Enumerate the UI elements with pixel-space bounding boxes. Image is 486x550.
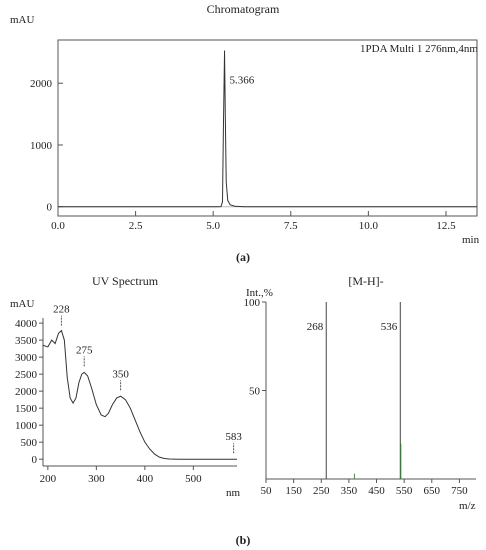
- mass-spectrum-x-tick-label: 450: [368, 485, 385, 497]
- uv-spectrum-x-tick-label: 300: [88, 473, 105, 485]
- uv-spectrum-x-tick-label: 500: [185, 473, 202, 485]
- uv-spectrum-peak-label: 228: [53, 304, 70, 316]
- chromatogram-y-tick-label: 0: [47, 202, 53, 214]
- chromatogram-data: 5.366: [58, 50, 477, 208]
- uv-spectrum-x-axis-label: nm: [226, 487, 241, 499]
- uv-spectrum-peak-label: 583: [225, 431, 242, 443]
- chromatogram-y-tick-label: 2000: [30, 78, 53, 90]
- chromatogram-x-tick-label: 7.5: [284, 220, 298, 232]
- uv-spectrum-peak-label: 275: [76, 344, 93, 356]
- mass-spectrum-x-tick-label: 50: [261, 485, 273, 497]
- mass-spectrum-x-tick-label: 550: [396, 485, 413, 497]
- uv-spectrum-y-tick-label: 1500: [15, 403, 38, 415]
- mass-spectrum-x-tick-label: 350: [341, 485, 358, 497]
- uv-spectrum-y-tick-label: 3000: [15, 352, 38, 364]
- mass-spectrum-data: 268 536: [307, 302, 402, 479]
- uv-spectrum-y-tick-label: 4000: [15, 318, 38, 330]
- chromatogram-title: Chromatogram: [207, 2, 280, 16]
- uv-spectrum-y-tick-label: 500: [21, 437, 38, 449]
- chromatogram-x-tick-label: 12.5: [436, 220, 456, 232]
- chromatogram-y-axis-label: mAU: [10, 14, 35, 26]
- chromatogram-trace: [58, 50, 477, 208]
- mass-spectrum-x-tick-label: 250: [313, 485, 330, 497]
- chromatogram-x-tick-label: 5.0: [206, 220, 220, 232]
- mass-spectrum-axes: 50 150 250 350 450 550 650 750 50 100: [244, 297, 476, 497]
- uv-spectrum-trace: [42, 329, 237, 460]
- mass-spectrum-x-tick-label: 750: [451, 485, 468, 497]
- chromatogram-peak-label: 5.366: [230, 74, 255, 86]
- mass-spectrum-y-axis-label: Int.,%: [246, 287, 273, 299]
- uv-spectrum-y-axis-label: mAU: [10, 298, 35, 310]
- mass-spectrum-chart: [M-H]- Int.,% m/z 50 150 250 350 450 550 650 75…: [244, 274, 476, 512]
- uv-spectrum-title: UV Spectrum: [92, 274, 159, 288]
- chromatogram-x-tick-label: 0.0: [51, 220, 65, 232]
- panel-b-label: (b): [236, 533, 251, 547]
- panel-a-label: (a): [236, 250, 250, 264]
- chromatogram-x-axis-label: min: [462, 234, 480, 246]
- mass-spectrum-title: [M-H]-: [348, 274, 383, 288]
- mass-spectrum-y-tick-label: 100: [244, 297, 261, 309]
- chromatogram-trace-label: 1PDA Multi 1 276nm,4nm: [360, 43, 478, 55]
- uv-spectrum-x-tick-label: 400: [137, 473, 154, 485]
- uv-spectrum-y-tick-label: 2500: [15, 369, 38, 381]
- chromatogram-x-tick-label: 2.5: [129, 220, 143, 232]
- mass-spectrum-x-tick-label: 650: [424, 485, 441, 497]
- uv-spectrum-peak-label: 350: [112, 368, 129, 380]
- uv-spectrum-y-tick-label: 0: [32, 454, 38, 466]
- uv-spectrum-x-tick-label: 200: [40, 473, 57, 485]
- uv-spectrum-y-tick-label: 3500: [15, 335, 38, 347]
- chromatogram-y-tick-label: 1000: [30, 140, 53, 152]
- chromatogram-plot-frame: [57, 39, 478, 217]
- uv-spectrum-axes: 200 300 400 500 0 500 1000 1500 2000 2500 3000 3500…: [15, 318, 237, 485]
- chromatogram-x-tick-label: 10.0: [359, 220, 379, 232]
- chromatogram-ticks: 0.0 2.5 5.0 7.5 10.0 12.5 0 1000 2000: [30, 78, 456, 232]
- chromatogram-chart: Chromatogram mAU 1PDA Multi 1 276nm,4nm …: [10, 2, 480, 246]
- uv-spectrum-data: 228 275 350 583: [42, 304, 242, 460]
- mass-spectrum-x-tick-label: 150: [285, 485, 302, 497]
- mass-spectrum-y-tick-label: 50: [249, 386, 261, 398]
- uv-spectrum-chart: UV Spectrum mAU nm 200 300 400 500 0 500 1000 1…: [10, 274, 242, 499]
- uv-spectrum-y-tick-label: 1000: [15, 420, 38, 432]
- mass-spectrum-x-axis-label: m/z: [459, 500, 476, 512]
- mass-spectrum-peak-label: 268: [307, 321, 324, 333]
- mass-spectrum-peak-label: 536: [381, 321, 398, 333]
- uv-spectrum-y-tick-label: 2000: [15, 386, 38, 398]
